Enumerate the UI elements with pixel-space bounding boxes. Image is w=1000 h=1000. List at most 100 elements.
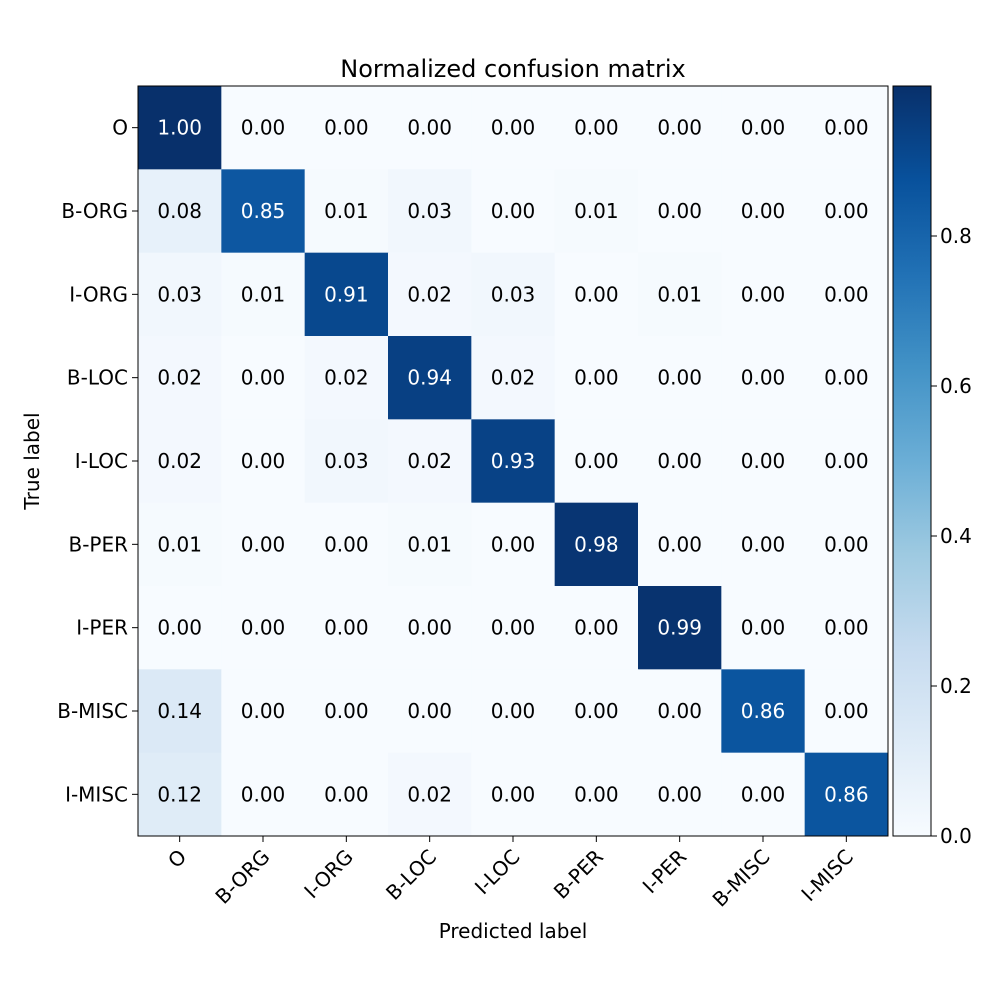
cell-value-label: 0.02 — [157, 449, 202, 473]
cell-value-label: 0.03 — [324, 449, 369, 473]
chart-title: Normalized confusion matrix — [340, 55, 685, 83]
heatmap-cell — [554, 336, 639, 420]
cell-value-label: 0.02 — [407, 782, 452, 806]
colorbar-tick-label: 0.0 — [940, 824, 972, 848]
heatmap-cell — [388, 419, 472, 504]
cell-value-label: 0.00 — [574, 782, 619, 806]
heatmap-cell — [804, 669, 889, 754]
heatmap-cell — [804, 86, 889, 170]
cell-value-label: 0.00 — [741, 116, 786, 140]
cell-value-label: 0.00 — [574, 616, 619, 640]
heatmap-cell — [554, 252, 639, 337]
heatmap-cell — [554, 169, 639, 254]
heatmap-cell — [304, 752, 389, 837]
x-axis-ticks: O B-ORG I-ORG B-LOC I-LOC B-PER I-PER B-MISC I-M… — [163, 836, 858, 912]
y-tick-label: I-PER — [76, 616, 128, 640]
cell-value-label: 0.00 — [741, 616, 786, 640]
cell-value-label: 0.00 — [824, 449, 869, 473]
heatmap-cell — [304, 419, 389, 504]
y-tick-label: B-PER — [68, 532, 128, 556]
colorbar — [892, 85, 932, 837]
heatmap-cell — [221, 669, 306, 754]
heatmap-cell — [721, 502, 806, 587]
heatmap-cell — [721, 86, 806, 170]
cell-value-label: 0.00 — [657, 449, 702, 473]
cell-value-label: 0.00 — [657, 199, 702, 223]
cell-value-label: 0.00 — [741, 782, 786, 806]
cell-value-label: 0.00 — [824, 616, 869, 640]
heatmap-cell — [388, 669, 472, 754]
cell-value-label: 0.08 — [157, 199, 202, 223]
cell-value-label: 1.00 — [157, 116, 202, 140]
heatmap-cell — [638, 336, 722, 420]
cell-value-label: 0.00 — [241, 532, 286, 556]
cell-value-label: 0.00 — [157, 616, 202, 640]
heatmap-cell — [721, 752, 806, 837]
cell-value-label: 0.03 — [157, 282, 202, 306]
heatmap-cell — [804, 586, 889, 670]
heatmap-cell — [388, 336, 472, 420]
heatmap-cell — [138, 336, 222, 420]
heatmap-cell — [638, 752, 722, 837]
heatmap-cell — [638, 252, 722, 337]
y-tick-label: B-MISC — [57, 699, 128, 723]
cell-value-label: 0.00 — [741, 449, 786, 473]
heatmap-cell — [388, 252, 472, 337]
heatmap-cells — [138, 86, 889, 837]
heatmap-cell-labels: 1.00 0.00 0.00 0.00 0.00 0.00 0.00 0.00 0.00 0.08… — [157, 116, 868, 807]
heatmap-cell — [554, 669, 639, 754]
y-tick-label: B-LOC — [67, 366, 128, 390]
heatmap-cell — [554, 86, 639, 170]
heatmap-cell — [638, 586, 722, 670]
heatmap-cell — [138, 419, 222, 504]
cell-value-label: 0.14 — [157, 699, 202, 723]
heatmap-cell — [304, 86, 389, 170]
cell-value-label: 0.00 — [574, 116, 619, 140]
cell-value-label: 0.85 — [241, 199, 286, 223]
heatmap-cell — [471, 502, 556, 587]
heatmap-cell — [804, 419, 889, 504]
heatmap-cell — [304, 586, 389, 670]
heatmap-cell — [221, 419, 306, 504]
heatmap-cell — [138, 586, 222, 670]
cell-value-label: 0.01 — [657, 282, 702, 306]
heatmap-cell — [554, 586, 639, 670]
cell-value-label: 0.00 — [491, 532, 536, 556]
cell-value-label: 0.94 — [407, 366, 452, 390]
cell-value-label: 0.00 — [491, 616, 536, 640]
cell-value-label: 0.00 — [407, 616, 452, 640]
cell-value-label: 0.02 — [491, 366, 536, 390]
cell-value-label: 0.02 — [157, 366, 202, 390]
cell-value-label: 0.00 — [491, 782, 536, 806]
heatmap-cell — [638, 86, 722, 170]
heatmap-cell — [471, 86, 556, 170]
heatmap-cell — [138, 752, 222, 837]
heatmap-cell — [221, 252, 306, 337]
heatmap-cell — [804, 752, 889, 837]
heatmap-cell — [388, 86, 472, 170]
cell-value-label: 0.00 — [574, 366, 619, 390]
y-tick-label: I-LOC — [75, 449, 128, 473]
cell-value-label: 0.00 — [407, 116, 452, 140]
heatmap-cell — [221, 502, 306, 587]
heatmap-cell — [138, 252, 222, 337]
heatmap-cell — [388, 752, 472, 837]
cell-value-label: 0.01 — [407, 532, 452, 556]
heatmap-cell — [471, 586, 556, 670]
heatmap-cell — [554, 752, 639, 837]
cell-value-label: 0.00 — [407, 699, 452, 723]
cell-value-label: 0.00 — [241, 449, 286, 473]
heatmap-cell — [138, 169, 222, 254]
cell-value-label: 0.02 — [407, 449, 452, 473]
heatmap-cell — [638, 669, 722, 754]
colorbar-tick-label: 0.2 — [940, 674, 972, 698]
cell-value-label: 0.00 — [824, 116, 869, 140]
cell-value-label: 0.01 — [241, 282, 286, 306]
heatmap-cell — [804, 252, 889, 337]
heatmap-cell — [221, 86, 306, 170]
cell-value-label: 0.03 — [407, 199, 452, 223]
cell-value-label: 0.93 — [491, 449, 536, 473]
cell-value-label: 0.01 — [157, 532, 202, 556]
cell-value-label: 0.00 — [241, 366, 286, 390]
